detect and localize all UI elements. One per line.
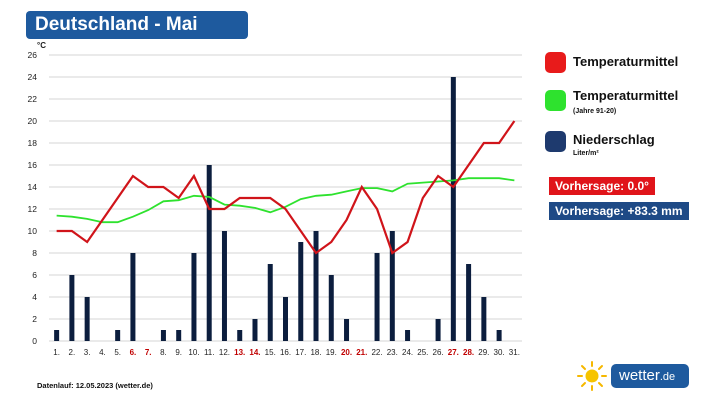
x-tick-label: 30. <box>494 348 505 357</box>
y-tick-label: 14 <box>28 182 38 192</box>
legend-label-temperature-mean: Temperaturmittel <box>573 88 679 103</box>
precipitation-bar <box>374 253 380 341</box>
y-tick-label: 12 <box>28 204 38 214</box>
x-tick-label: 28. <box>463 348 474 357</box>
y-tick-label: 18 <box>28 138 38 148</box>
y-tick-label: 24 <box>28 72 38 82</box>
x-tick-label: 10. <box>188 348 199 357</box>
legend-swatch-temperature <box>545 52 566 73</box>
legend-swatch-temperature-mean <box>545 90 566 111</box>
precipitation-bar <box>313 231 319 341</box>
x-tick-label: 3. <box>84 348 91 357</box>
y-tick-label: 8 <box>32 248 37 258</box>
precipitation-bar <box>344 319 350 341</box>
x-tick-label: 1. <box>53 348 60 357</box>
brand-tld: .de <box>659 371 676 383</box>
y-tick-label: 4 <box>32 292 37 302</box>
x-tick-label: 14. <box>249 348 260 357</box>
chart-title: Deutschland - Mai <box>26 11 248 39</box>
precipitation-bar <box>176 330 182 341</box>
precipitation-bar <box>267 264 273 341</box>
x-tick-label: 7. <box>145 348 152 357</box>
forecast-precipitation: Vorhersage: +83.3 mm <box>549 202 689 220</box>
x-tick-label: 22. <box>371 348 382 357</box>
legend-label-temperature: Temperaturmittel <box>573 54 679 69</box>
x-tick-label: 18. <box>310 348 321 357</box>
x-tick-label: 11. <box>204 348 215 357</box>
y-tick-label: 10 <box>28 226 38 236</box>
precipitation-bar <box>237 330 243 341</box>
precipitation-bar <box>328 275 334 341</box>
precipitation-bar <box>54 330 60 341</box>
precipitation-bar <box>450 77 456 341</box>
precipitation-bar <box>84 297 90 341</box>
x-tick-label: 24. <box>402 348 413 357</box>
precipitation-bar <box>115 330 121 341</box>
precipitation-bar <box>191 253 197 341</box>
x-tick-label: 8. <box>160 348 167 357</box>
precipitation-bar <box>130 253 136 341</box>
precipitation-bar <box>435 319 441 341</box>
y-tick-label: 20 <box>28 116 38 126</box>
x-tick-label: 31. <box>509 348 520 357</box>
x-tick-label: 2. <box>69 348 76 357</box>
precipitation-bar <box>160 330 166 341</box>
x-tick-label: 20. <box>341 348 352 357</box>
x-tick-label: 26. <box>433 348 444 357</box>
x-tick-label: 16. <box>280 348 291 357</box>
precipitation-bar <box>298 242 304 341</box>
y-tick-label: 16 <box>28 160 38 170</box>
x-tick-label: 13. <box>234 348 245 357</box>
precipitation-bar <box>466 264 472 341</box>
temperature-mean-line <box>56 177 515 224</box>
brand-name: wetter <box>619 367 660 384</box>
x-tick-label: 6. <box>130 348 137 357</box>
y-axis-unit: °C <box>37 41 46 50</box>
precipitation-bar <box>283 297 288 341</box>
legend-sub-precipitation: Liter/m² <box>573 150 599 157</box>
precipitation-bar <box>405 330 411 341</box>
temperature-line <box>56 120 516 255</box>
precipitation-bar <box>389 231 395 341</box>
sun-icon <box>577 361 607 391</box>
x-tick-label: 15. <box>265 348 276 357</box>
x-tick-label: 21. <box>356 348 367 357</box>
y-tick-label: 2 <box>32 314 37 324</box>
footer-data-run: Datenlauf: 12.05.2023 (wetter.de) <box>37 381 153 390</box>
wetter-logo[interactable]: wetter.de <box>611 364 689 388</box>
x-tick-label: 12. <box>219 348 230 357</box>
precipitation-bar <box>496 330 502 341</box>
precipitation-bar <box>252 319 258 341</box>
x-tick-label: 17. <box>295 348 306 357</box>
x-tick-label: 25. <box>417 348 428 357</box>
y-tick-label: 26 <box>28 50 38 60</box>
forecast-temperature: Vorhersage: 0.0° <box>549 177 655 195</box>
y-tick-label: 0 <box>32 336 37 346</box>
x-tick-label: 29. <box>478 348 489 357</box>
y-tick-label: 22 <box>28 94 38 104</box>
x-tick-label: 19. <box>326 348 337 357</box>
x-tick-label: 4. <box>99 348 106 357</box>
precipitation-bar <box>221 231 227 341</box>
x-tick-label: 27. <box>448 348 459 357</box>
x-tick-label: 23. <box>387 348 398 357</box>
precipitation-bar <box>206 165 212 341</box>
y-tick-label: 6 <box>32 270 37 280</box>
legend-swatch-precipitation <box>545 131 566 152</box>
precipitation-bar <box>481 297 487 341</box>
legend-label-precipitation: Niederschlag <box>573 132 655 147</box>
legend-sub-temperature-mean: (Jahre 91-20) <box>573 108 617 115</box>
x-tick-label: 5. <box>114 348 121 357</box>
precipitation-bar <box>69 275 75 341</box>
x-tick-label: 9. <box>175 348 182 357</box>
